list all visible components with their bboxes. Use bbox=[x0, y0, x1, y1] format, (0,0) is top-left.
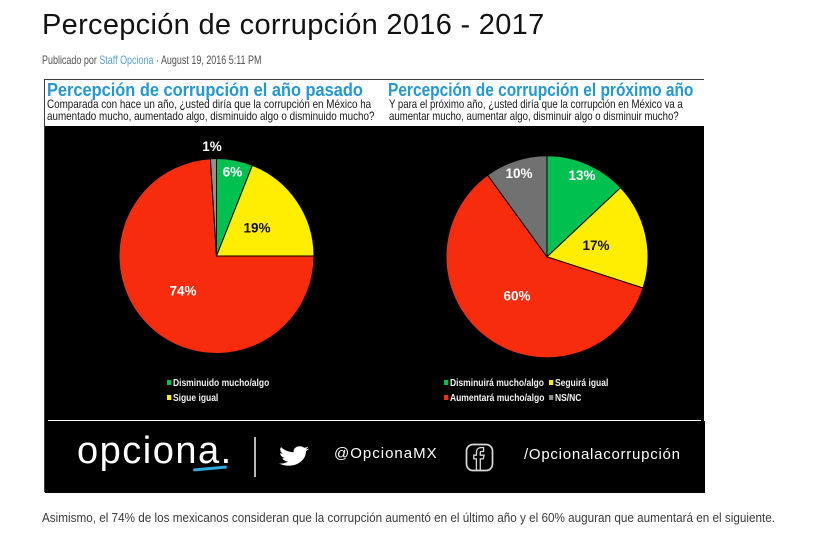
svg-text:6%: 6% bbox=[223, 165, 243, 180]
svg-text:17%: 17% bbox=[582, 238, 609, 253]
svg-text:74%: 74% bbox=[169, 284, 196, 299]
svg-text:10%: 10% bbox=[505, 166, 532, 181]
svg-text:60%: 60% bbox=[503, 289, 530, 304]
svg-text:1%: 1% bbox=[202, 139, 222, 154]
svg-text:13%: 13% bbox=[568, 168, 595, 183]
svg-text:19%: 19% bbox=[243, 221, 270, 236]
